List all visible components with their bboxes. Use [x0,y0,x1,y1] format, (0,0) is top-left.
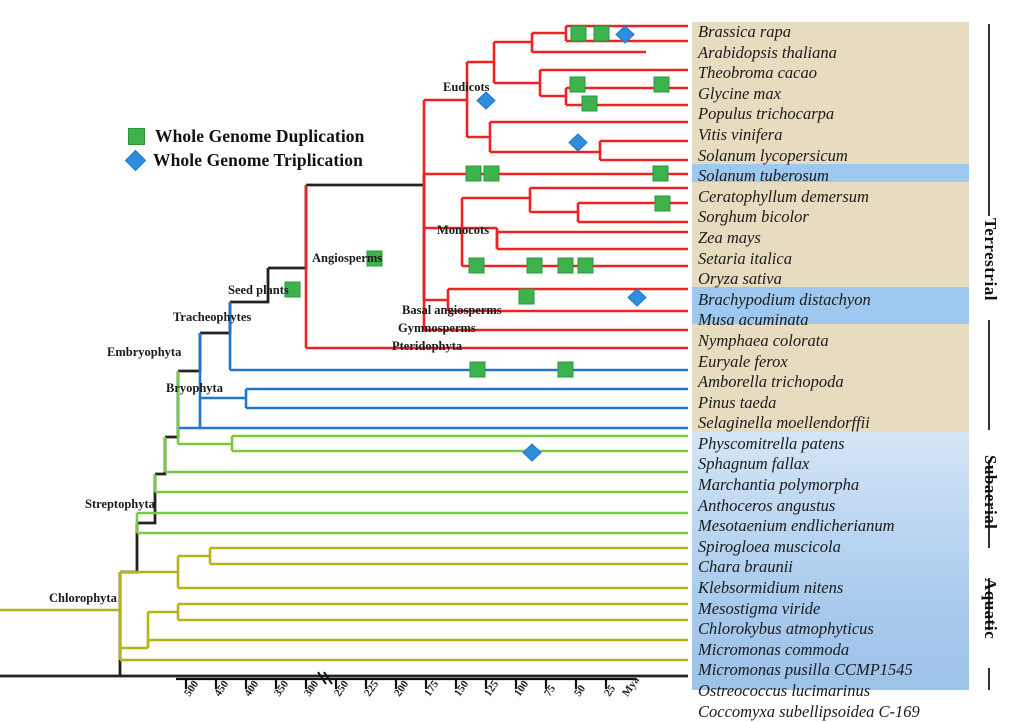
wgd-square-icon [557,257,574,274]
band-aquatic [692,432,969,690]
clade-label: Gymnosperms [398,321,476,335]
taxon-label: Coccomyxa subellipsoidea C-169 [698,701,920,721]
legend-item-wgd: Whole Genome Duplication [128,124,365,148]
clade-label: Embryophyta [107,345,182,359]
taxon-label: Brachypodium distachyon [698,289,871,309]
taxon-label: Klebsormidium nitens [698,578,844,598]
wgd-square-icon [469,361,486,378]
clade-label: Pteridophyta [392,339,463,353]
wgd-square-icon [652,165,669,182]
clade-label: Seed plants [228,283,289,297]
clade-label: Chlorophyta [49,591,117,605]
wgt-diamond-icon [627,288,647,307]
clade-label: Monocots [437,223,490,237]
clade-label: Eudicots [443,80,490,94]
wgt-markers [476,25,647,462]
wgd-square-icon [483,165,500,182]
taxon-label: Oryza sativa [698,269,782,289]
wgd-square-icon [128,127,145,145]
habitat-brackets [988,24,990,690]
clade-label: Bryophyta [166,381,223,395]
wgd-square-icon [284,281,301,298]
taxon-label: Micromonas pusilla CCMP1545 [698,660,913,680]
clade-label: Streptophyta [85,497,155,511]
taxon-label: Populus trichocarpa [698,104,835,124]
taxon-label: Solanum lycopersicum [698,145,848,165]
taxon-label: Physcomitrella patens [698,433,845,453]
wgt-diamond-icon [615,25,635,44]
taxon-label: Setaria italica [698,248,792,268]
wgd-square-icon [518,288,535,305]
wgd-square-icon [526,257,543,274]
taxon-label: Marchantia polymorpha [698,475,860,495]
taxon-label: Arabidopsis thaliana [698,42,837,62]
taxon-label: Sphagnum fallax [698,454,810,474]
wgd-square-icon [581,95,598,112]
wgd-square-icon [654,195,671,212]
wgd-markers [284,25,671,378]
wgt-diamond-icon [568,133,588,152]
taxon-label: Mesotaenium endlicherianum [698,516,895,536]
wgt-diamond-icon [124,149,147,171]
taxon-label: Anthoceros angustus [698,495,836,515]
taxon-label: Pinus taeda [698,392,777,412]
clade-label: Angiosperms [312,251,383,265]
wgd-square-icon [569,76,586,93]
wgd-square-icon [653,76,670,93]
taxon-label: Nymphaea colorata [698,330,829,350]
taxon-label: Mesostigma viride [698,598,821,618]
row-highlight-ceratophyllum [692,164,969,182]
habitat-label-subaerial: Subaerial [981,455,1000,530]
wgt-diamond-icon [522,443,542,462]
taxon-label: Spirogloea muscicola [698,536,841,556]
taxon-label: Chara braunii [698,557,793,577]
taxon-label: Brassica rapa [698,22,792,41]
taxon-label: Zea mays [698,227,761,247]
taxon-list: Brassica rapa Arabidopsis thaliana Theobro… [698,22,966,722]
legend-label-wgt: Whole Genome Triplication [153,149,363,170]
taxon-label: Micromonas commoda [698,639,850,659]
wgd-square-icon [366,250,383,267]
wgd-square-icon [570,25,587,42]
clade-label: Tracheophytes [173,310,252,324]
row-highlight-nymphaea-euryale [692,287,969,324]
taxon-label: Ostreococcus lucimarinus [698,681,871,700]
taxon-label: Sorghum bicolor [698,207,809,227]
time-axis [176,677,636,689]
taxon-label: Theobroma cacao [698,63,817,83]
wgd-square-icon [468,257,485,274]
taxon-label: Selaginella moellendorffii [698,413,870,433]
habitat-label-terrestrial: Terrestrial [981,218,1000,301]
band-terrestrial [692,22,969,432]
taxon-label: Amborella trichopoda [698,372,844,392]
legend: Whole Genome Duplication Whole Genome Tr… [124,124,365,172]
wgd-square-icon [465,165,482,182]
clade-label: Basal angiosperms [402,303,502,317]
wgd-square-icon [557,361,574,378]
taxon-label: Chlorokybus atmophyticus [698,619,874,639]
legend-label-wgd: Whole Genome Duplication [155,125,365,146]
wgd-square-icon [593,25,610,42]
taxon-label: Vitis vinifera [698,124,783,144]
legend-item-wgt: Whole Genome Triplication [124,148,365,172]
wgt-diamond-icon [476,91,496,110]
taxon-label: Euryale ferox [698,351,788,371]
wgd-square-icon [577,257,594,274]
habitat-label-aquatic: Aquatic [981,578,1000,640]
taxon-label: Glycine max [698,83,781,103]
taxon-label: Musa acuminata [698,310,809,330]
taxon-label: Ceratophyllum demersum [698,186,869,206]
taxon-label: Solanum tuberosum [698,166,829,186]
